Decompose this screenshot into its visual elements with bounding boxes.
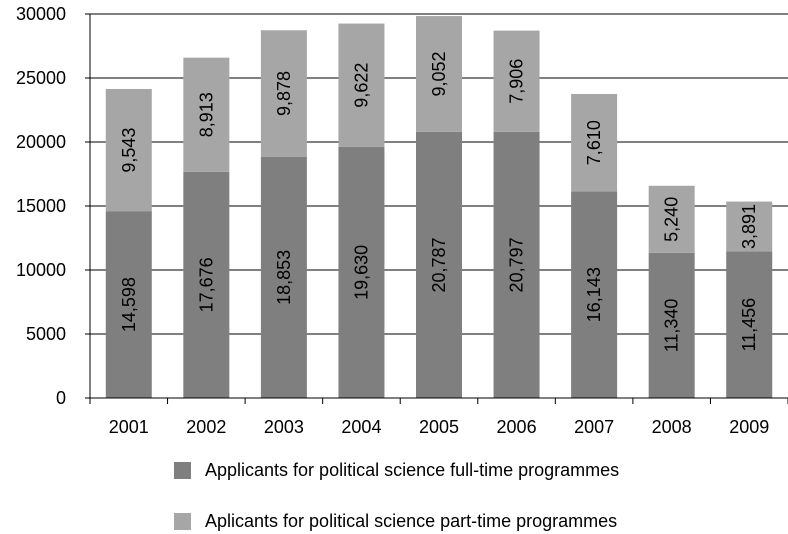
bar-segment-part-time: [493, 30, 540, 132]
data-label: 5,240: [662, 197, 682, 242]
bar-segment-part-time: [648, 185, 695, 253]
y-tick-label: 15000: [16, 196, 66, 216]
bar-segment-full-time: [416, 131, 462, 399]
bar-segment-part-time: [416, 16, 462, 132]
x-tick-label: 2003: [264, 417, 304, 437]
x-tick-label: 2001: [109, 417, 149, 437]
bar-segment-full-time: [493, 131, 540, 398]
data-label: 11,456: [739, 298, 759, 352]
bar-segment-full-time: [105, 211, 152, 398]
y-tick-label: 0: [56, 388, 66, 408]
bar-segment-part-time: [571, 93, 618, 192]
y-axis: 0 5000 10000 15000 20000 25000 30000: [16, 4, 91, 408]
legend-item-part-time: Aplicants for political science part-tim…: [174, 511, 617, 532]
data-label: 17,676: [196, 257, 216, 312]
data-label: 20,797: [507, 237, 527, 292]
bar-segment-full-time: [183, 171, 230, 398]
data-label: 9,543: [119, 128, 139, 173]
data-label: 19,630: [351, 245, 371, 300]
legend-swatch-full-time: [174, 462, 191, 479]
x-tick-label: 2009: [729, 417, 769, 437]
bar-segment-full-time: [338, 146, 385, 398]
bar-segment-full-time: [260, 156, 307, 398]
data-label: 9,052: [429, 51, 449, 96]
y-tick-label: 25000: [16, 68, 66, 88]
x-tick-label: 2007: [574, 417, 614, 437]
x-tick-label: 2004: [341, 417, 381, 437]
legend-label-full-time: Applicants for political science full-ti…: [205, 460, 620, 480]
data-label: 8,913: [196, 92, 216, 137]
x-tick-label: 2006: [497, 417, 537, 437]
bar-segment-part-time: [260, 30, 307, 157]
data-label: 9,622: [351, 63, 371, 108]
data-label: 20,787: [429, 237, 449, 292]
y-tick-label: 10000: [16, 260, 66, 280]
x-tick-label: 2002: [186, 417, 226, 437]
legend-label-part-time: Aplicants for political science part-tim…: [205, 511, 618, 531]
data-label: 11,340: [662, 299, 682, 353]
bar-segment-part-time: [338, 23, 385, 147]
data-label: 16,143: [584, 267, 604, 322]
data-label: 7,610: [584, 120, 604, 165]
data-label: 3,891: [739, 204, 759, 249]
y-tick-label: 5000: [26, 324, 66, 344]
bar-segment-part-time: [726, 201, 773, 252]
x-tick-label: 2008: [652, 417, 692, 437]
x-tick-label: 2005: [419, 417, 459, 437]
legend-item-full-time: Applicants for political science full-ti…: [174, 460, 619, 481]
y-tick-label: 30000: [16, 4, 66, 24]
bar-segment-part-time: [105, 88, 152, 212]
bar-segment-full-time: [571, 191, 618, 398]
bar-segment-full-time: [726, 251, 773, 398]
legend-swatch-part-time: [174, 513, 191, 530]
data-label: 7,906: [507, 59, 527, 104]
data-label: 18,853: [274, 250, 294, 305]
bar-segment-part-time: [183, 57, 230, 172]
data-label: 9,878: [274, 71, 294, 116]
bar-segment-full-time: [648, 252, 695, 398]
data-label: 14,598: [119, 277, 139, 332]
y-tick-label: 20000: [16, 132, 66, 152]
bars: 14,598 9,543 17,676 8,913 18,853 9,878 19,630 9…: [105, 16, 773, 399]
x-axis: 2001 2002 2003 2004 2005 2006 2007 2008 2009: [89, 397, 788, 437]
